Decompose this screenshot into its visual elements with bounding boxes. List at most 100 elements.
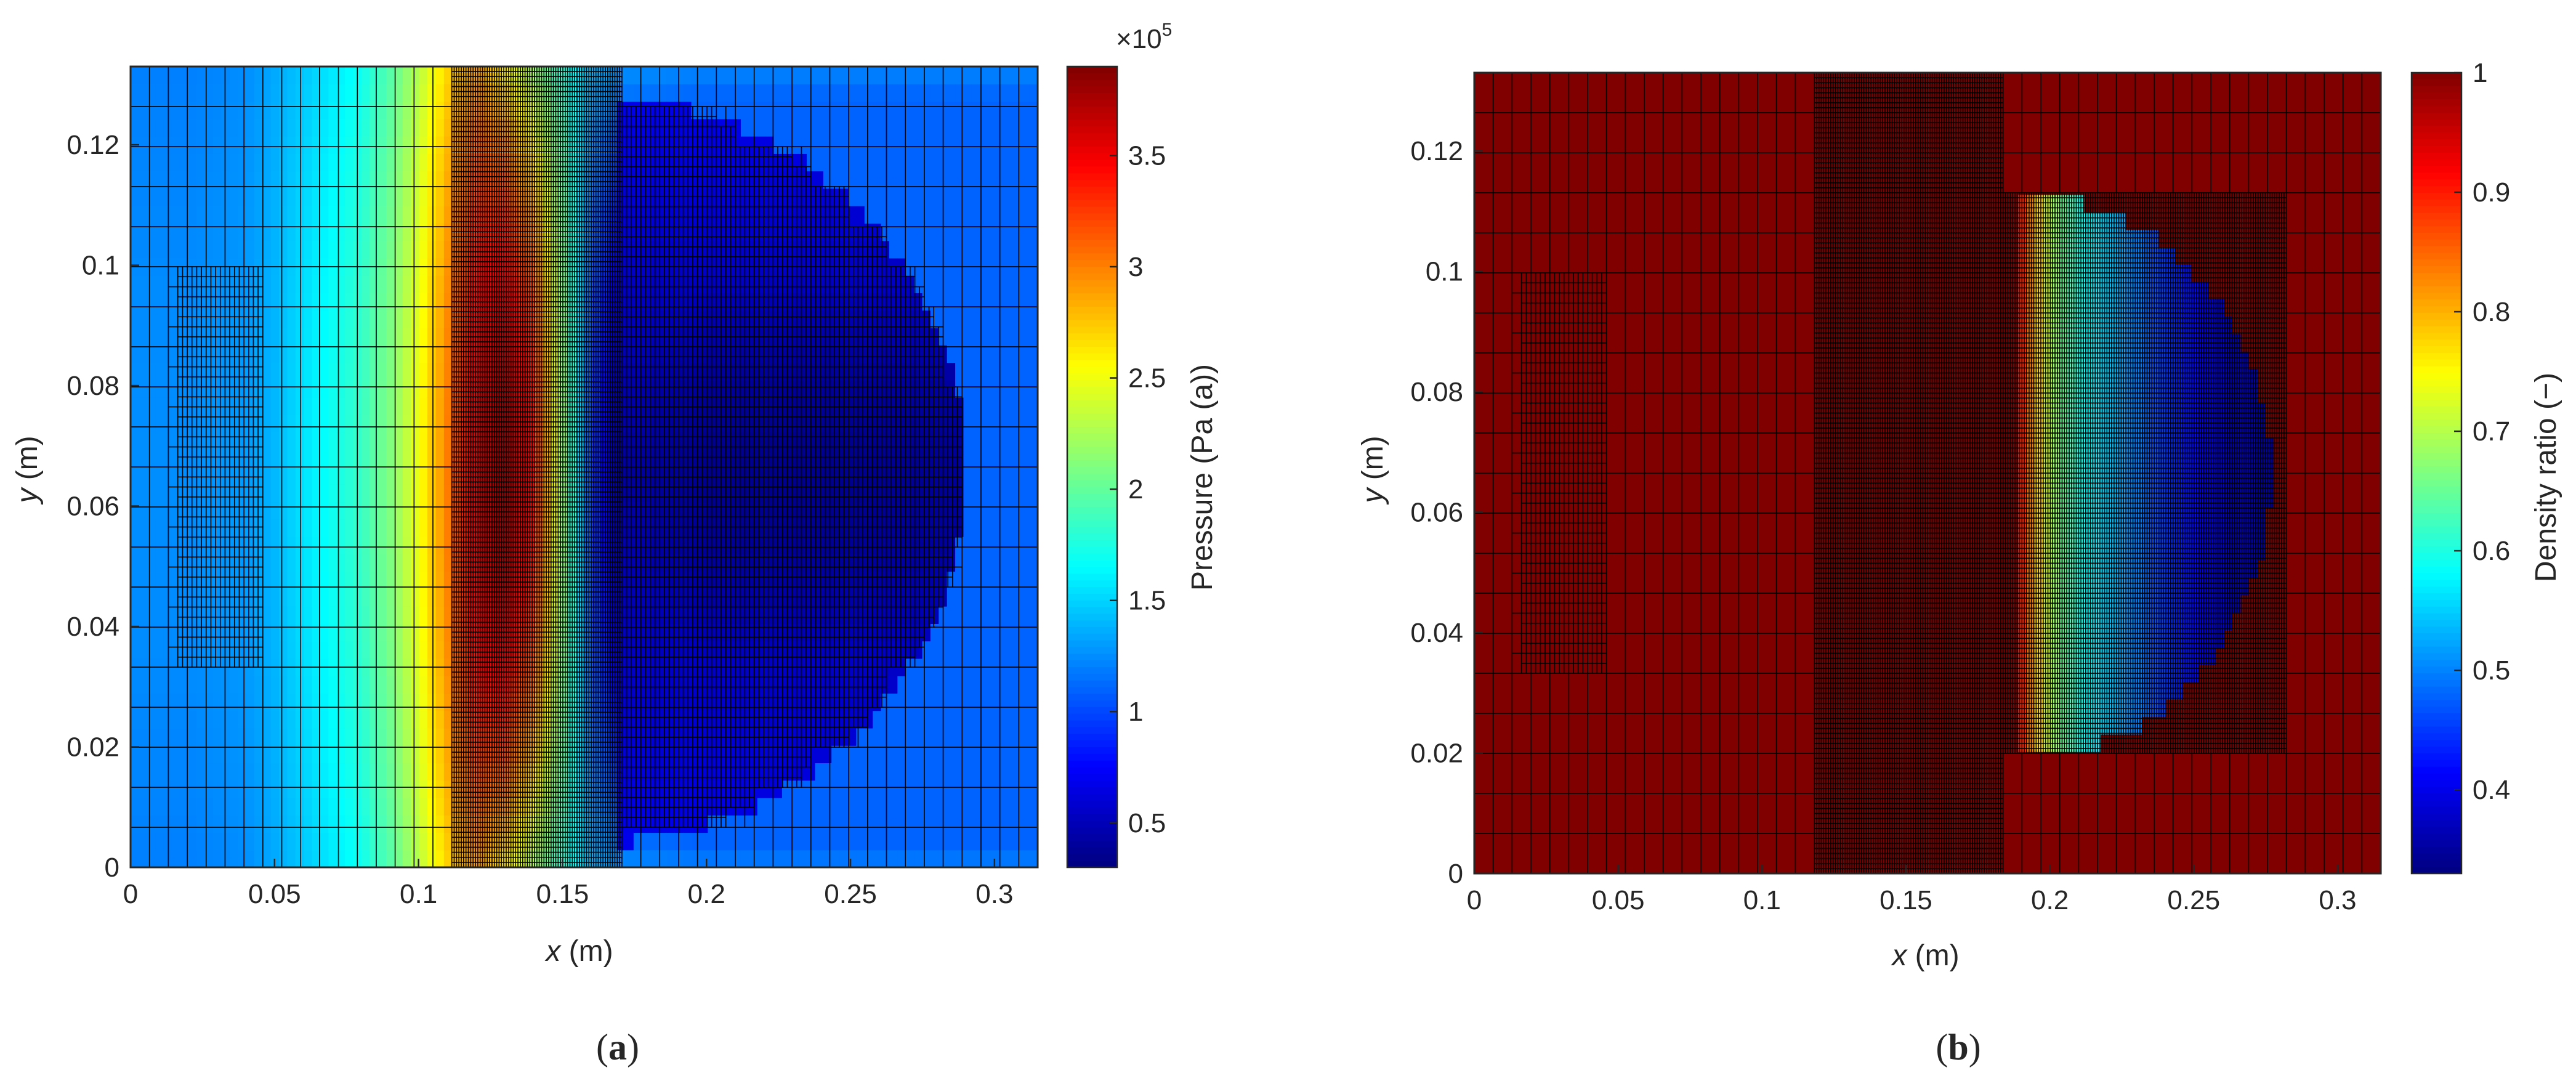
a-heatmap-cell [296, 780, 304, 798]
a-heatmap-cell [328, 519, 337, 537]
a-heatmap-cell [1013, 693, 1022, 711]
a-heatmap-cell [931, 380, 939, 398]
a-heatmap-cell [271, 328, 280, 346]
a-heatmap-cell [139, 467, 147, 485]
a-heatmap-cell [963, 119, 972, 137]
a-heatmap-cell [361, 345, 370, 363]
a-heatmap-cell [230, 241, 238, 259]
a-heatmap-cell [692, 850, 700, 868]
a-heatmap-cell [139, 693, 147, 711]
a-heatmap-cell [650, 275, 659, 293]
a-heatmap-cell [378, 415, 387, 432]
a-heatmap-cell [1013, 780, 1022, 798]
a-heatmap-cell [271, 589, 280, 607]
a-heatmap-cell [873, 780, 881, 798]
a-heatmap-cell [279, 798, 288, 816]
a-heatmap-cell [262, 763, 271, 780]
a-heatmap-cell [873, 711, 881, 729]
a-heatmap-cell [1004, 241, 1013, 259]
a-heatmap-cell [403, 380, 411, 398]
a-heatmap-cell [296, 67, 304, 84]
a-heatmap-cell [155, 397, 164, 415]
a-heatmap-cell [675, 293, 684, 310]
a-heatmap-cell [304, 206, 312, 224]
a-heatmap-cell [873, 206, 881, 224]
a-heatmap-cell [188, 537, 197, 554]
a-heatmap-cell [897, 380, 906, 398]
a-heatmap-cell [221, 241, 230, 259]
a-heatmap-cell [131, 484, 139, 502]
a-heatmap-cell [279, 188, 288, 206]
a-heatmap-cell [782, 798, 791, 816]
a-heatmap-cell [287, 345, 296, 363]
a-heatmap-cell [716, 711, 725, 729]
a-heatmap-cell [403, 328, 411, 346]
a-heatmap-cell [856, 188, 865, 206]
a-heatmap-cell [782, 676, 791, 694]
a-heatmap-cell [444, 502, 453, 520]
a-heatmap-cell [972, 362, 980, 380]
a-heatmap-cell [923, 136, 931, 154]
a-heatmap-cell [914, 67, 923, 84]
a-heatmap-cell [856, 780, 865, 798]
a-heatmap-cell [155, 136, 164, 154]
a-heatmap-cell [361, 537, 370, 554]
a-heatmap-cell [155, 589, 164, 607]
a-heatmap-cell [361, 502, 370, 520]
a-heatmap-cell [411, 432, 419, 450]
a-heatmap-cell [972, 641, 980, 659]
a-heatmap-cell [435, 728, 444, 746]
a-heatmap-cell [996, 275, 1005, 293]
a-heatmap-cell [1013, 711, 1022, 729]
a-heatmap-cell [1013, 450, 1022, 468]
a-heatmap-cell [650, 763, 659, 780]
a-heatmap-cell [230, 275, 238, 293]
a-heatmap-cell [395, 119, 403, 137]
a-heatmap-cell [1013, 310, 1022, 328]
a-heatmap-cell [345, 293, 353, 310]
a-heatmap-cell [683, 397, 692, 415]
a-heatmap-cell [304, 606, 312, 624]
a-heatmap-cell [1013, 850, 1022, 868]
a-heatmap-cell [287, 711, 296, 729]
a-heatmap-cell [271, 572, 280, 590]
a-heatmap-cell [931, 693, 939, 711]
a-heatmap-cell [147, 763, 156, 780]
a-heatmap-cell [403, 641, 411, 659]
a-heatmap-cell [708, 67, 716, 84]
a-heatmap-cell [361, 171, 370, 189]
a-heatmap-cell [675, 589, 684, 607]
a-heatmap-cell [345, 67, 353, 84]
a-heatmap-cell [897, 397, 906, 415]
a-heatmap-cell [369, 832, 378, 850]
a-heatmap-cell [287, 450, 296, 468]
a-heatmap-cell [320, 676, 329, 694]
a-heatmap-cell [427, 832, 436, 850]
a-heatmap-cell [906, 119, 915, 137]
a-heatmap-cell [164, 502, 172, 520]
a-heatmap-cell [897, 293, 906, 310]
a-heatmap-cell [749, 293, 757, 310]
a-heatmap-cell [279, 102, 288, 120]
a-heatmap-cell [881, 206, 890, 224]
a-heatmap-cell [889, 763, 898, 780]
a-heatmap-cell [345, 850, 353, 868]
a-heatmap-cell [328, 572, 337, 590]
a-heatmap-cell [395, 502, 403, 520]
a-heatmap-cell [369, 345, 378, 363]
a-heatmap-cell [856, 275, 865, 293]
a-heatmap-cell [139, 484, 147, 502]
a-heatmap-cell [923, 641, 931, 659]
a-heatmap-cell [230, 745, 238, 763]
a-heatmap-cell [947, 275, 956, 293]
a-heatmap-cell [889, 171, 898, 189]
a-heatmap-cell [914, 102, 923, 120]
a-heatmap-cell [403, 345, 411, 363]
a-heatmap-cell [386, 328, 395, 346]
a-heatmap-cell [386, 850, 395, 868]
a-heatmap-cell [246, 84, 254, 102]
a-heatmap-cell [155, 745, 164, 763]
a-heatmap-cell [155, 275, 164, 293]
a-heatmap-cell [271, 623, 280, 641]
a-heatmap-cell [419, 589, 428, 607]
